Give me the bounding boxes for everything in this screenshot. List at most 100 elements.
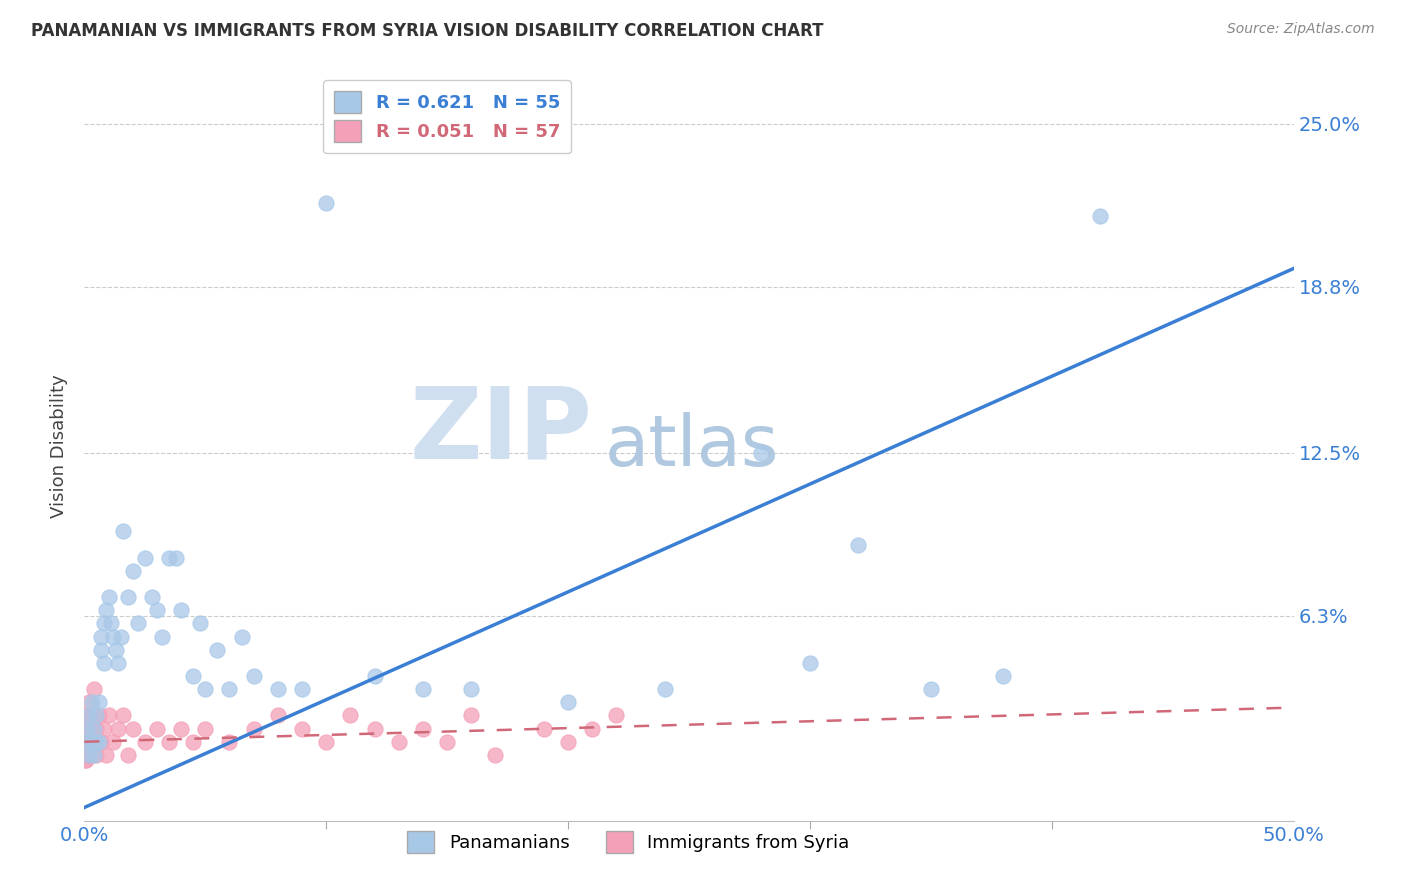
Point	[76, 735, 98, 749]
Point	[157, 550, 180, 565]
Point	[107, 722, 129, 736]
Point	[170, 722, 193, 736]
Point	[87, 708, 110, 723]
Point	[79, 735, 101, 749]
Point	[80, 747, 103, 762]
Point	[231, 630, 253, 644]
Point	[557, 735, 579, 749]
Point	[412, 722, 434, 736]
Text: atlas: atlas	[605, 411, 779, 481]
Point	[436, 735, 458, 749]
Point	[291, 682, 314, 697]
Point	[83, 722, 105, 736]
Point	[134, 550, 156, 565]
Point	[751, 445, 773, 459]
Point	[242, 669, 264, 683]
Point	[315, 195, 337, 210]
Text: PANAMANIAN VS IMMIGRANTS FROM SYRIA VISION DISABILITY CORRELATION CHART: PANAMANIAN VS IMMIGRANTS FROM SYRIA VISI…	[31, 22, 824, 40]
Point	[90, 630, 112, 644]
Point	[150, 630, 173, 644]
Point	[117, 747, 139, 762]
Point	[207, 642, 229, 657]
Point	[83, 682, 105, 697]
Point	[93, 722, 115, 736]
Point	[75, 742, 97, 756]
Point	[107, 656, 129, 670]
Point	[218, 682, 240, 697]
Point	[484, 747, 506, 762]
Point	[77, 735, 100, 749]
Point	[77, 708, 100, 723]
Point	[605, 708, 627, 723]
Point	[846, 538, 869, 552]
Point	[86, 722, 108, 736]
Point	[76, 747, 98, 762]
Point	[77, 747, 100, 762]
Point	[87, 735, 110, 749]
Point	[460, 682, 482, 697]
Point	[76, 722, 98, 736]
Point	[581, 722, 603, 736]
Point	[127, 616, 149, 631]
Point	[76, 735, 98, 749]
Point	[242, 722, 264, 736]
Point	[291, 722, 314, 736]
Point	[388, 735, 411, 749]
Point	[121, 564, 143, 578]
Point	[194, 722, 217, 736]
Point	[86, 708, 108, 723]
Point	[75, 753, 97, 767]
Point	[920, 682, 942, 697]
Point	[73, 747, 96, 762]
Point	[76, 708, 98, 723]
Point	[654, 682, 676, 697]
Point	[412, 682, 434, 697]
Point	[165, 550, 187, 565]
Point	[86, 735, 108, 749]
Point	[100, 616, 122, 631]
Point	[146, 603, 169, 617]
Point	[103, 735, 125, 749]
Point	[83, 747, 105, 762]
Point	[97, 708, 120, 723]
Point	[1088, 209, 1111, 223]
Point	[363, 669, 385, 683]
Point	[80, 695, 103, 709]
Point	[141, 590, 163, 604]
Point	[80, 735, 103, 749]
Point	[75, 753, 97, 767]
Point	[104, 642, 127, 657]
Point	[77, 722, 100, 736]
Point	[267, 708, 290, 723]
Y-axis label: Vision Disability: Vision Disability	[51, 374, 69, 518]
Point	[77, 747, 100, 762]
Point	[170, 603, 193, 617]
Text: Source: ZipAtlas.com: Source: ZipAtlas.com	[1227, 22, 1375, 37]
Point	[75, 735, 97, 749]
Point	[267, 682, 290, 697]
Point	[134, 735, 156, 749]
Point	[90, 735, 112, 749]
Point	[110, 630, 132, 644]
Point	[75, 742, 97, 756]
Point	[77, 695, 100, 709]
Point	[76, 727, 98, 741]
Point	[90, 642, 112, 657]
Point	[75, 747, 97, 762]
Point	[315, 735, 337, 749]
Point	[181, 669, 204, 683]
Point	[103, 630, 125, 644]
Point	[117, 590, 139, 604]
Point	[533, 722, 555, 736]
Point	[77, 747, 100, 762]
Point	[146, 722, 169, 736]
Point	[339, 708, 361, 723]
Point	[218, 735, 240, 749]
Text: ZIP: ZIP	[409, 383, 592, 480]
Point	[557, 695, 579, 709]
Point	[76, 742, 98, 756]
Point	[93, 656, 115, 670]
Point	[190, 616, 212, 631]
Point	[97, 590, 120, 604]
Point	[363, 722, 385, 736]
